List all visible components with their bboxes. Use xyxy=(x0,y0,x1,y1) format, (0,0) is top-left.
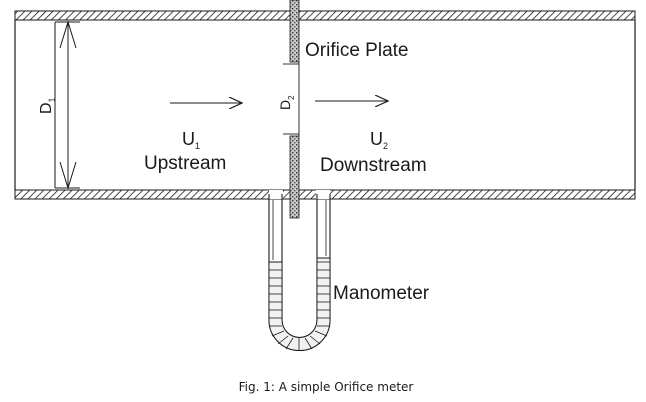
pipe-top-wall xyxy=(14,10,636,21)
d2-label: D2 xyxy=(277,95,296,110)
manometer-inner-tube xyxy=(281,194,318,339)
manometer xyxy=(268,190,331,351)
upstream-label: Upstream xyxy=(144,153,226,174)
u2-label: U2 xyxy=(370,129,388,151)
figure-caption: Fig. 1: A simple Orifice meter xyxy=(239,380,414,394)
orifice-plate-upper xyxy=(289,0,300,63)
u1-label: U1 xyxy=(182,129,200,151)
orifice-plate xyxy=(289,0,300,219)
manometer-fluid xyxy=(268,257,331,351)
d1-label: D1 xyxy=(38,97,57,114)
d1-dimension: D1 xyxy=(38,20,80,190)
orifice-plate-lower xyxy=(289,135,300,219)
manometer-label: Manometer xyxy=(333,283,430,304)
downstream-label: Downstream xyxy=(320,155,427,176)
d2-dimension: D2 xyxy=(277,63,299,135)
orifice-plate-label: Orifice Plate xyxy=(305,40,408,61)
